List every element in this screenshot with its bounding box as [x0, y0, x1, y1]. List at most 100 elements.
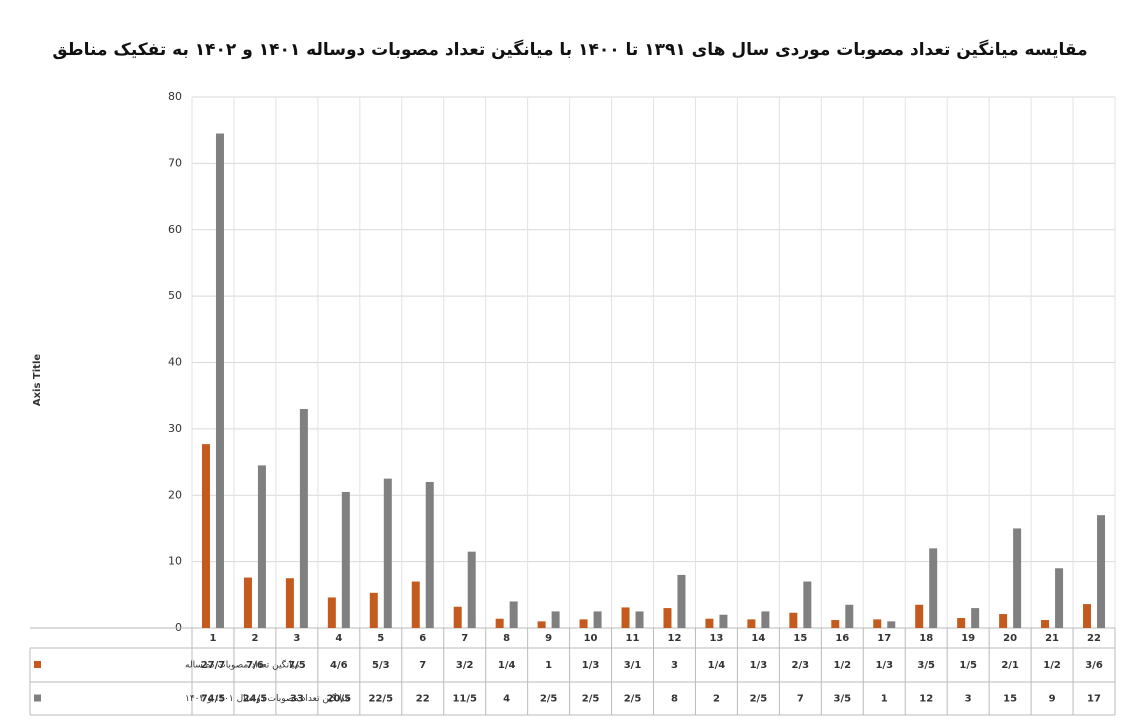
table-value: 11/5 — [452, 694, 477, 705]
y-tick-label: 70 — [168, 156, 182, 169]
bar — [1013, 528, 1022, 628]
x-tick-label: 15 — [793, 633, 807, 644]
bar — [789, 612, 798, 628]
x-tick-label: 3 — [293, 633, 300, 644]
table-value: 12 — [919, 694, 933, 705]
x-tick-label: 8 — [503, 633, 510, 644]
bar — [1055, 568, 1064, 628]
table-value: 2/5 — [624, 694, 642, 705]
bar — [803, 581, 812, 628]
x-tick-label: 21 — [1045, 633, 1059, 644]
y-tick-label: 10 — [168, 555, 182, 568]
y-axis-title: Axis Title — [32, 354, 43, 407]
y-tick-label: 50 — [168, 289, 182, 302]
table-value: 27/7 — [201, 660, 226, 671]
x-tick-label: 16 — [835, 633, 849, 644]
bar — [1083, 604, 1092, 628]
x-tick-label: 4 — [335, 633, 342, 644]
bar — [201, 444, 210, 628]
bar — [369, 592, 378, 628]
bar — [761, 611, 770, 628]
y-tick-label: 60 — [168, 223, 182, 236]
legend-swatch — [34, 661, 41, 668]
y-tick-label: 40 — [168, 356, 182, 369]
legend-label: میانگین تعداد مصوبات دو سال ۱۴۰۱ و ۱۴۰۲ — [185, 692, 350, 704]
table-value: 1/2 — [1043, 660, 1061, 671]
table-value: 3 — [965, 694, 972, 705]
x-tick-label: 2 — [251, 633, 258, 644]
table-value: 22 — [416, 694, 430, 705]
table-value: 3/1 — [624, 660, 642, 671]
y-tick-label: 80 — [168, 90, 182, 103]
bar — [663, 608, 672, 628]
table-value: 2/1 — [1001, 660, 1019, 671]
table-value: 1/4 — [498, 660, 516, 671]
table-value: 3/5 — [917, 660, 935, 671]
table-value: 4/6 — [330, 660, 348, 671]
legend-label: میانگین تعداد مصوبات ده ساله — [185, 659, 300, 671]
bar — [467, 551, 476, 628]
bar — [551, 611, 560, 628]
bar — [747, 619, 756, 628]
bar — [635, 611, 644, 628]
bar — [957, 618, 966, 628]
chart-title: مقایسه میانگین تعداد مصوبات موردی سال ها… — [52, 39, 1087, 60]
bar — [579, 619, 588, 628]
table-value: 3/6 — [1085, 660, 1103, 671]
bar — [453, 606, 462, 628]
x-tick-label: 14 — [751, 633, 765, 644]
x-tick-label: 6 — [419, 633, 426, 644]
bar — [341, 491, 350, 628]
table-value: 2/5 — [750, 694, 768, 705]
bar — [285, 578, 294, 628]
x-tick-label: 20 — [1003, 633, 1017, 644]
table-value: 24/5 — [243, 694, 268, 705]
table-value: 7 — [419, 660, 426, 671]
table-value: 3 — [671, 660, 678, 671]
bar — [425, 481, 434, 628]
table-value: 15 — [1003, 694, 1017, 705]
x-tick-label: 13 — [709, 633, 723, 644]
x-tick-label: 1 — [209, 633, 216, 644]
bar — [719, 614, 728, 628]
x-tick-label: 9 — [545, 633, 552, 644]
table-value: 4 — [503, 694, 510, 705]
x-tick-label: 19 — [961, 633, 975, 644]
bar — [257, 465, 266, 628]
bar — [411, 581, 420, 628]
x-tick-label: 12 — [668, 633, 682, 644]
table-value: 1/5 — [959, 660, 977, 671]
table-value: 1 — [881, 694, 888, 705]
bar — [887, 621, 896, 628]
bar — [999, 614, 1008, 628]
bar — [845, 604, 854, 628]
x-tick-label: 5 — [377, 633, 384, 644]
table-value: 1 — [545, 660, 552, 671]
bar — [705, 618, 714, 628]
table-value: 1/3 — [582, 660, 600, 671]
table-value: 5/3 — [372, 660, 390, 671]
table-value: 7/6 — [246, 660, 264, 671]
x-tick-label: 7 — [461, 633, 468, 644]
bar — [537, 621, 546, 628]
bar — [495, 618, 504, 628]
table-value: 33 — [290, 694, 304, 705]
x-tick-label: 22 — [1087, 633, 1101, 644]
bar — [915, 604, 924, 628]
table-value: 1/3 — [750, 660, 768, 671]
bar — [509, 601, 518, 628]
table-value: 7 — [797, 694, 804, 705]
table-value: 1/4 — [708, 660, 726, 671]
bar — [243, 577, 252, 628]
table-value: 74/5 — [201, 694, 226, 705]
table-value: 9 — [1049, 694, 1056, 705]
bar — [215, 133, 224, 628]
table-value: 2/5 — [582, 694, 600, 705]
table-value: 2 — [713, 694, 720, 705]
table-value: 3/2 — [456, 660, 474, 671]
table-value: 7/5 — [288, 660, 306, 671]
bar — [1097, 515, 1106, 628]
x-tick-label: 17 — [877, 633, 891, 644]
